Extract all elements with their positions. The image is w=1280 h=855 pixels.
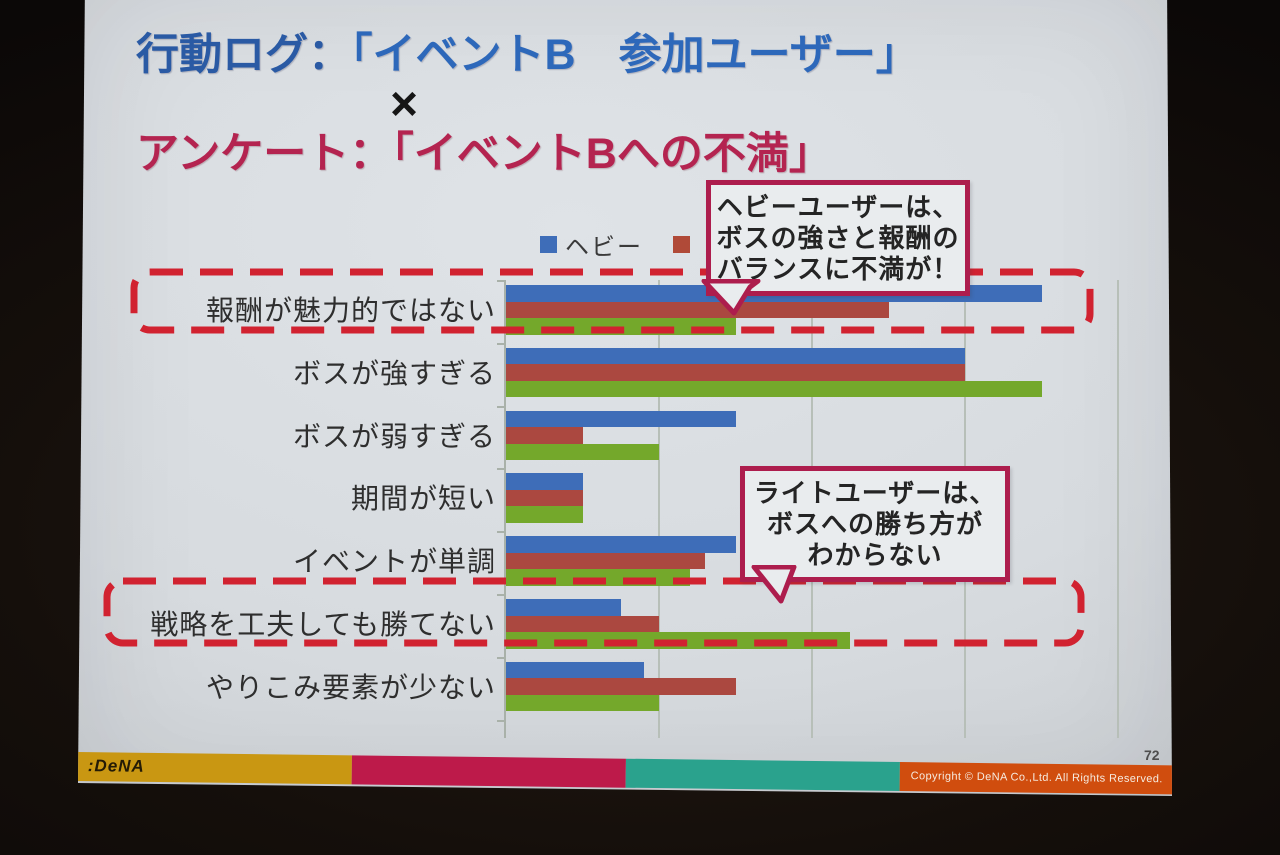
bar-ヘビー-4 <box>506 536 736 553</box>
bar-series-2-6 <box>506 694 659 712</box>
category-label: 戦略を工夫しても勝てない <box>150 609 496 640</box>
legend-label: ヘビー <box>565 234 643 261</box>
axis-tick <box>497 468 505 471</box>
bar-ヘビー-2 <box>506 410 736 428</box>
footer-segment-crimson <box>351 755 626 788</box>
callout-line: わからない <box>807 539 943 570</box>
category-label: 報酬が魅力的ではない <box>205 295 496 326</box>
bar-series-1-1 <box>506 364 965 381</box>
bar-series-1-3 <box>506 489 583 507</box>
footer-bar: :DeNA Copyright © DeNA Co.,Ltd. All Righ… <box>78 752 1172 795</box>
footer-segment-amber: :DeNA <box>78 752 352 785</box>
callout-line: ライトユーザーは、 <box>753 477 997 508</box>
legend-swatch-red <box>673 236 690 253</box>
category-label: 期間が短い <box>350 483 496 515</box>
bar-ヘビー-3 <box>506 473 583 490</box>
bar-ヘビー-5 <box>506 599 621 616</box>
axis-tick <box>497 342 505 345</box>
copyright-text: Copyright © DeNA Co.,Ltd. All Rights Res… <box>910 770 1163 786</box>
axis-tick <box>497 656 505 659</box>
bar-series-2-0 <box>506 318 736 335</box>
axis-tick <box>497 594 505 596</box>
bar-series-1-5 <box>506 615 659 632</box>
axis-tick <box>497 719 505 722</box>
bar-series-2-4 <box>506 569 690 586</box>
bar-series-2-5 <box>506 632 851 649</box>
slide-title-line2: アンケート：「イベントBへの不満」 <box>136 130 832 178</box>
chart-legend: ヘビー <box>540 227 698 262</box>
title-behavior-log-prefix: 行動ログ： <box>136 31 351 79</box>
page-number: 72 <box>1144 747 1160 763</box>
footer-segment-teal <box>625 758 900 792</box>
slide: 行動ログ：「イベントB 参加ユーザー」 × アンケート：「イベントBへの不満」 … <box>78 0 1172 796</box>
axis-tick <box>497 531 505 534</box>
axis-tick <box>497 280 505 282</box>
bar-series-2-3 <box>506 506 583 523</box>
legend-item-heavy: ヘビー <box>540 227 643 262</box>
bar-series-2-2 <box>506 443 659 461</box>
axis-tick <box>497 405 505 408</box>
bar-ヘビー-6 <box>506 661 644 679</box>
dena-logo: :DeNA <box>87 756 145 776</box>
callout-line: ボスの強さと報酬の <box>716 222 960 253</box>
callout-line: ヘビーユーザーは、 <box>716 191 960 222</box>
bar-series-2-1 <box>506 380 1042 398</box>
title-event-b-users: 「イベントB 参加ユーザー」 <box>351 31 919 79</box>
gridline <box>1117 280 1119 738</box>
callout-line: ボスへの勝ち方が <box>766 508 983 539</box>
bar-series-1-4 <box>506 552 705 570</box>
bar-series-1-2 <box>506 427 583 444</box>
times-symbol: × <box>390 78 419 131</box>
slide-title-line1: 行動ログ：「イベントB 参加ユーザー」 <box>136 20 919 82</box>
legend-item-hidden <box>673 236 698 253</box>
category-label: ボスが弱すぎる <box>292 420 496 452</box>
legend-swatch-blue <box>540 236 557 253</box>
category-label: やりこみ要素が少ない <box>205 671 496 703</box>
chart-labels: 報酬が魅力的ではないボスが強すぎる ボスが弱すぎる期間が短いイベントが単調戦略を工… <box>78 280 496 738</box>
footer-segment-orange: Copyright © DeNA Co.,Ltd. All Rights Res… <box>899 762 1172 795</box>
category-label: ボスが強すぎる <box>292 357 496 389</box>
bar-ヘビー-1 <box>506 347 965 365</box>
bar-series-1-6 <box>506 678 736 695</box>
gridline <box>658 280 660 738</box>
callout-light-tail <box>751 565 797 604</box>
category-label: イベントが単調 <box>292 546 496 578</box>
callout-heavy-tail <box>701 279 761 316</box>
